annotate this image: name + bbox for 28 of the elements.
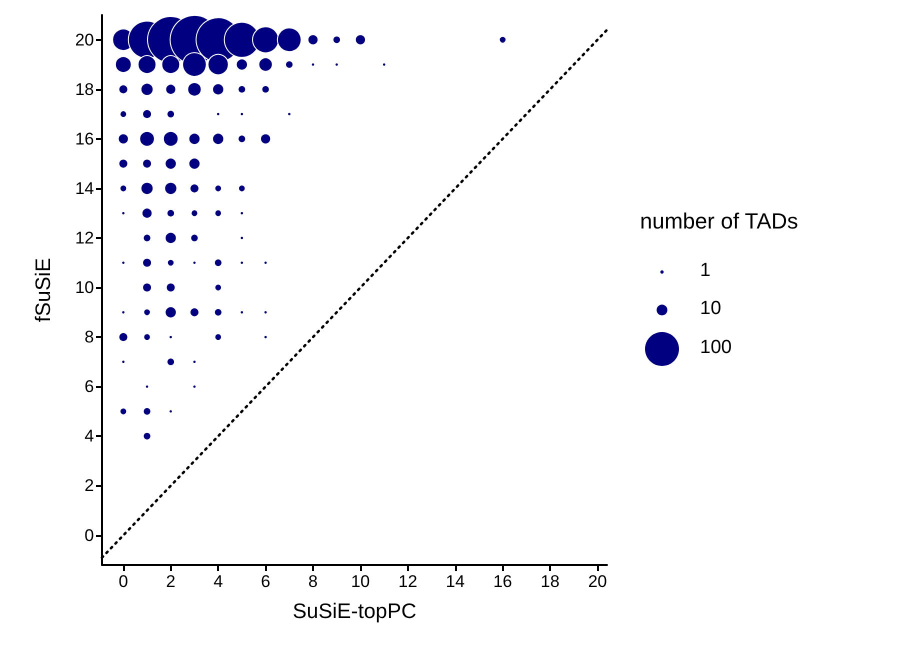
y-tick-label: 6 — [84, 377, 94, 396]
x-tick-label: 20 — [588, 572, 607, 591]
y-tick-label: 20 — [75, 30, 94, 50]
legend-label: 10 — [700, 298, 722, 319]
x-tick-label: 12 — [398, 572, 418, 591]
legend-title: number of TADs — [640, 208, 798, 234]
x-tick-label: 8 — [308, 572, 318, 591]
x-tick-label: 4 — [213, 572, 223, 591]
x-tick-label: 0 — [118, 572, 128, 591]
x-tick-label: 16 — [493, 572, 512, 591]
x-axis-title: SuSiE-topPC — [292, 600, 416, 623]
y-tick-label: 18 — [75, 80, 94, 99]
legend-label: 100 — [700, 337, 732, 358]
x-tick-label: 18 — [540, 572, 560, 591]
y-tick-label: 16 — [75, 129, 94, 148]
x-tick-label: 2 — [166, 572, 176, 591]
legend-label: 1 — [700, 260, 711, 281]
y-tick-label: 12 — [75, 228, 94, 248]
y-tick-label: 0 — [84, 526, 94, 545]
x-tick-label: 10 — [350, 572, 370, 591]
y-tick-label: 2 — [84, 476, 94, 496]
y-tick-label: 4 — [84, 426, 94, 446]
y-axis-title: fSuSiE — [32, 258, 55, 322]
x-tick-label: 14 — [446, 572, 465, 591]
y-tick-label: 8 — [84, 328, 94, 347]
y-tick-label: 10 — [75, 278, 94, 298]
x-tick-label: 6 — [260, 572, 270, 591]
y-tick-label: 14 — [75, 178, 94, 198]
